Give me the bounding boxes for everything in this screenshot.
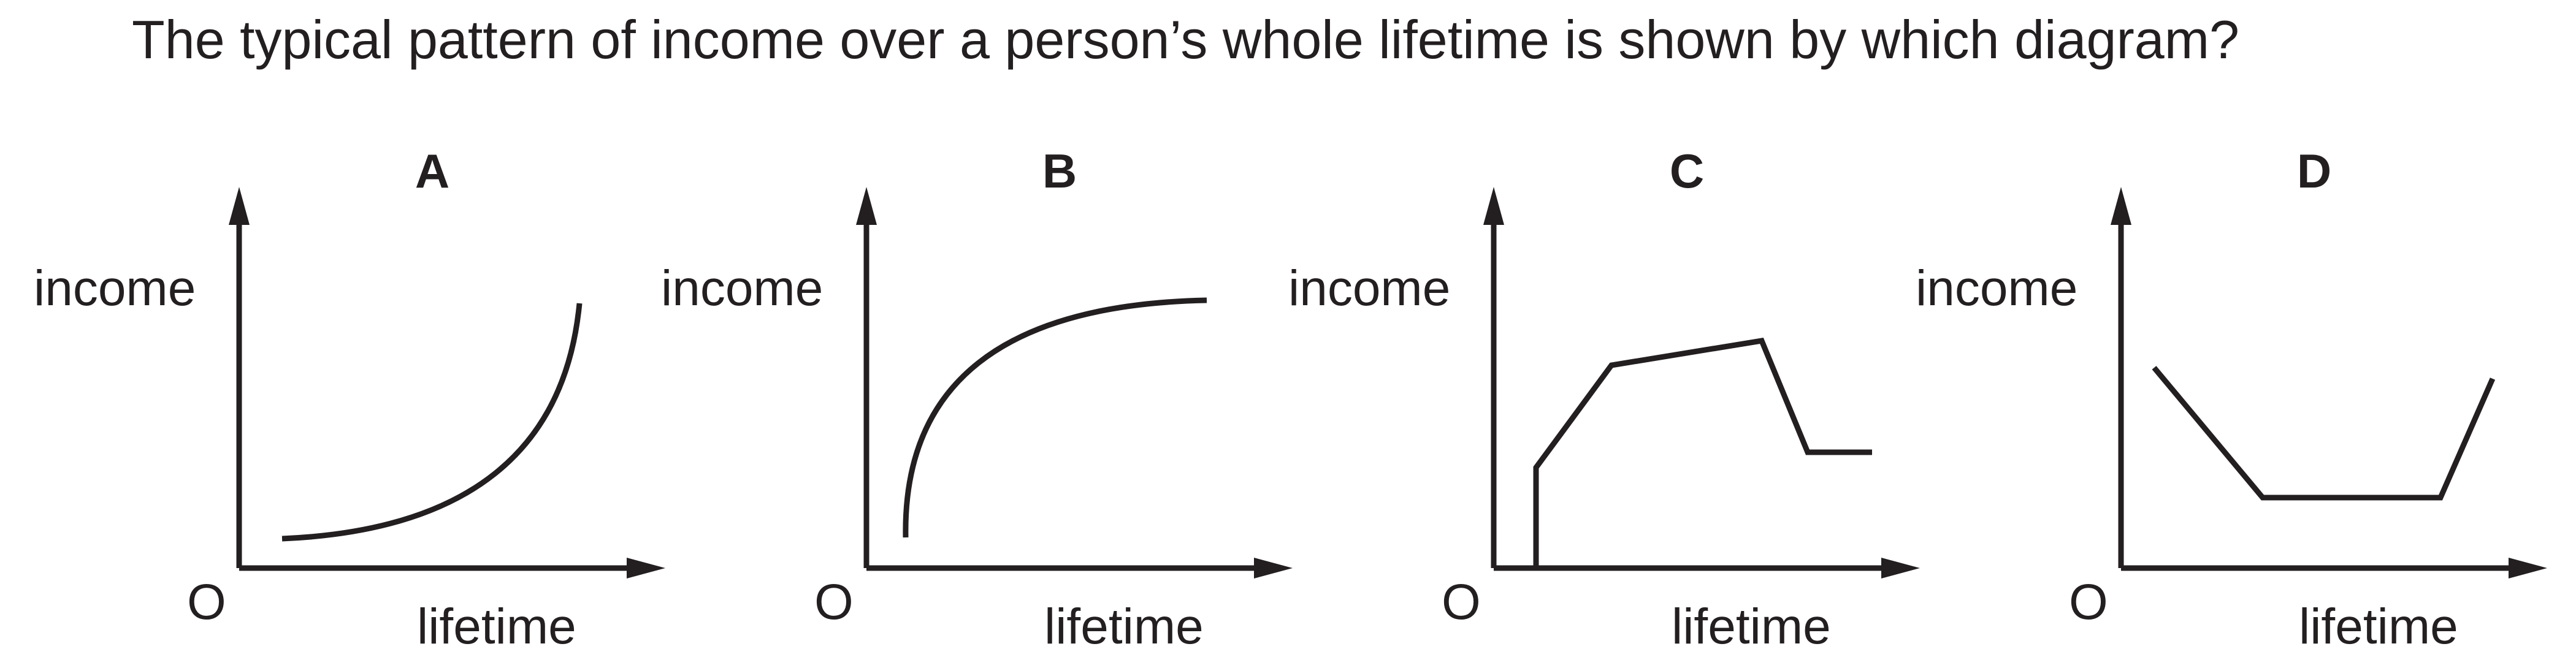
origin-label: O [2069,574,2108,630]
income-line [1533,337,1872,568]
diagram-letter: C [1670,144,1704,198]
diagram-letter: A [415,144,449,198]
origin-label: O [1442,574,1481,630]
diagram-a: A income O lifetime [34,144,665,654]
x-axis-arrowhead [2509,558,2547,578]
origin-label: O [814,574,854,630]
y-axis-arrowhead [1483,187,1504,225]
y-axis-arrowhead [856,187,877,225]
y-axis-arrowhead [2111,187,2131,225]
x-axis-arrowhead [1254,558,1293,578]
diagram-letter: B [1042,144,1077,198]
y-axis-arrowhead [229,187,250,225]
income-curve [281,303,583,542]
diagram-letter: D [2297,144,2331,198]
y-axis-label: income [661,260,823,316]
diagram-d: D income O lifetime [1916,144,2547,654]
y-axis-label: income [1916,260,2077,316]
y-axis-label: income [34,260,196,316]
diagram-b: B income O lifetime [661,144,1293,654]
origin-label: O [187,574,226,630]
x-axis-label: lifetime [1044,599,1204,654]
income-curve [903,297,1207,538]
y-axis-label: income [1288,260,1450,316]
x-axis-label: lifetime [417,599,576,654]
diagram-c: C income O lifetime [1288,144,1920,654]
x-axis-arrowhead [627,558,665,578]
x-axis-label: lifetime [2299,599,2458,654]
x-axis-label: lifetime [1672,599,1831,654]
income-line [2152,366,2496,501]
x-axis-arrowhead [1881,558,1920,578]
question-text: The typical pattern of income over a per… [132,9,2239,70]
